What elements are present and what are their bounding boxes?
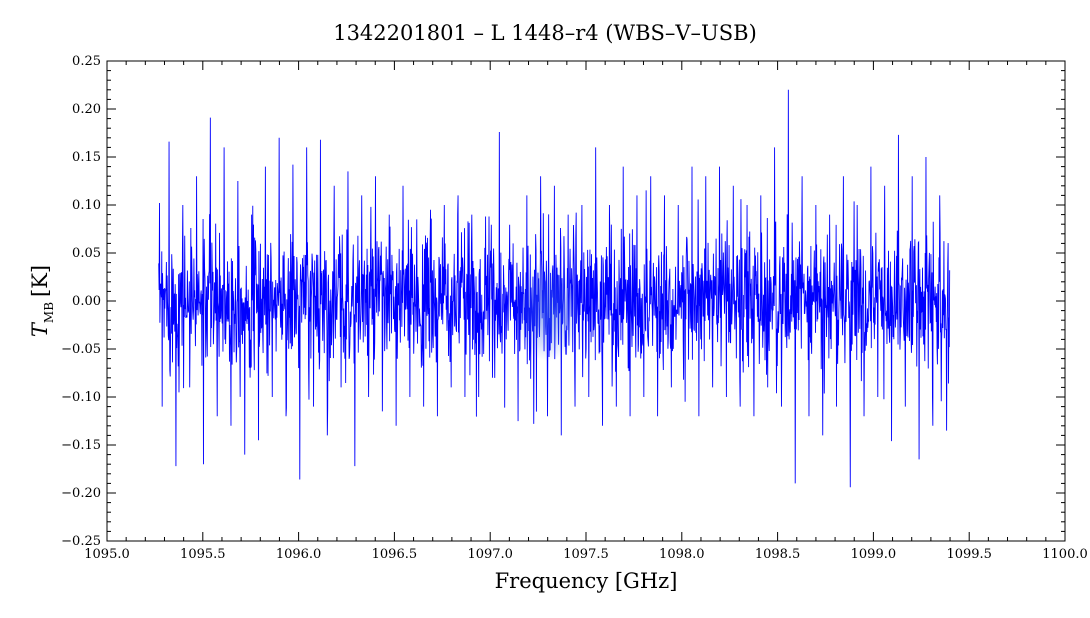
series-layer	[158, 89, 951, 488]
x-tick-label: 1097.0	[467, 547, 513, 562]
y-tick-label: −0.25	[61, 534, 101, 549]
chart-title: 1342201801 – L 1448–r4 (WBS–V–USB)	[333, 21, 757, 45]
x-tick-label: 1100.0	[1042, 547, 1088, 562]
x-tick-label: 1096.0	[276, 547, 322, 562]
x-tick-label: 1097.5	[563, 547, 609, 562]
y-tick-label: 0.25	[72, 54, 101, 69]
y-axis-unit: [K]	[28, 265, 52, 297]
y-tick-label: 0.10	[72, 198, 101, 213]
y-tick-label: −0.20	[61, 486, 101, 501]
y-tick-label: 0.05	[72, 246, 101, 261]
x-axis-title: Frequency [GHz]	[495, 569, 678, 593]
y-tick-label: −0.10	[61, 390, 101, 405]
x-tick-label: 1095.5	[180, 547, 226, 562]
y-tick-label: 0.20	[72, 102, 101, 117]
x-tick-label: 1098.0	[659, 547, 705, 562]
y-tick-label: 0.00	[72, 294, 101, 309]
y-axis: −0.25 −0.20 −0.15 −0.10 −0.05 0.00 0.05 0.10 0.1…	[61, 54, 1065, 549]
y-tick-label: 0.15	[72, 150, 101, 165]
y-axis-symbol: T	[28, 321, 52, 337]
y-tick-label: −0.15	[61, 438, 101, 453]
y-axis-subscript: MB	[42, 302, 56, 323]
y-axis-title: TMB [K]	[28, 265, 56, 337]
y-tick-label: −0.05	[61, 342, 101, 357]
x-tick-label: 1095.0	[84, 547, 130, 562]
highlight-glow	[513, 261, 582, 361]
x-tick-label: 1099.5	[946, 547, 992, 562]
spectrum-series-line	[158, 89, 951, 488]
x-tick-label: 1099.0	[851, 547, 897, 562]
x-tick-label: 1098.5	[755, 547, 801, 562]
x-tick-label: 1096.5	[372, 547, 418, 562]
x-axis: 1095.0 1095.5 1096.0 1096.5 1097.0 1097.5 1098…	[84, 61, 1088, 562]
annotation-layer	[513, 261, 582, 361]
